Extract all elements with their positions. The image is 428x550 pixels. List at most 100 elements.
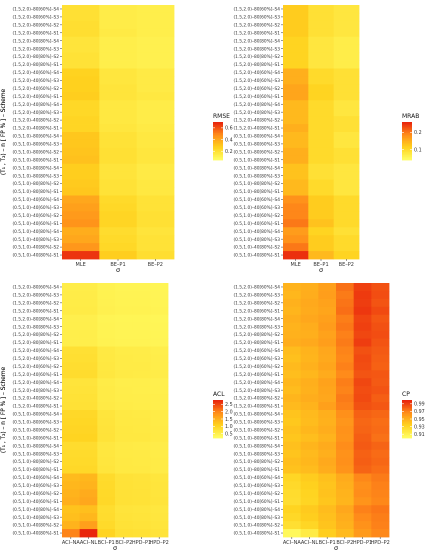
heatmap-cell xyxy=(79,425,98,435)
heatmap-cell xyxy=(99,147,138,157)
heatmap-cell xyxy=(336,425,355,435)
heatmap-cell xyxy=(283,354,302,363)
y-tick-label: (0.5,1.0)–40[80%]–S3 xyxy=(12,237,59,243)
heatmap-cell xyxy=(333,92,360,101)
y-tick-label: (0.5,1.0)–80[80%]–S2 xyxy=(12,459,59,465)
y-tick-label: (0.5,1.0)–40[60%]–S4 xyxy=(12,197,59,203)
heatmap-cell xyxy=(136,12,175,22)
heatmap-cell xyxy=(371,433,390,443)
x-tick-label: HPD–P1 xyxy=(353,540,372,546)
legend-color-step xyxy=(402,142,412,145)
heatmap-cell xyxy=(283,211,309,220)
heatmap-cell xyxy=(150,378,169,387)
heatmap-cell xyxy=(283,44,309,54)
heatmap-cell xyxy=(150,346,169,355)
x-tick-label: BE–P2 xyxy=(339,262,354,268)
legend-color-step xyxy=(402,425,412,428)
legend-color-step xyxy=(402,433,412,436)
heatmap-cell xyxy=(115,505,134,514)
heatmap-cell xyxy=(150,441,169,451)
heatmap-cell xyxy=(99,132,138,141)
y-tick-label: (1.5,2.0)–40[60%]–S1 xyxy=(12,94,59,100)
heatmap-cell xyxy=(353,513,372,522)
y-tick-label: (0.5,1.0)–40[60%]–S2 xyxy=(233,491,280,497)
heatmap-cell xyxy=(283,330,302,339)
legend-color-step xyxy=(213,436,223,439)
heatmap-cell xyxy=(336,354,355,363)
heatmap-cell xyxy=(62,92,100,101)
heatmap-cell xyxy=(99,68,138,77)
heatmap-cell xyxy=(115,290,134,300)
heatmap-cell xyxy=(371,314,390,324)
heatmap-cell xyxy=(318,394,337,403)
heatmap-cell xyxy=(150,489,169,498)
heatmap-cell xyxy=(132,314,151,324)
y-tick-label: (1.5,2.0)–40[60%]–S4 xyxy=(233,348,280,354)
heatmap-cell xyxy=(136,52,175,61)
legend-color-step xyxy=(402,136,412,139)
heatmap-cell xyxy=(308,211,335,220)
heatmap-cell xyxy=(300,441,319,451)
y-tick-label: (1.5,2.0)–80[60%]–S1 xyxy=(12,308,59,314)
heatmap-cell xyxy=(136,147,175,157)
y-tick-label: (1.5,2.0)–80[60%]–S4 xyxy=(12,285,59,291)
heatmap-cell xyxy=(132,306,151,316)
heatmap-cell xyxy=(62,60,100,69)
heatmap-cell xyxy=(97,402,116,411)
y-tick-label: (1.5,2.0)–40[60%]–S3 xyxy=(12,356,59,362)
heatmap-cell xyxy=(353,354,372,363)
legend-color-step xyxy=(213,123,223,126)
y-tick-label: (1.5,2.0)–80[80%]–S3 xyxy=(233,324,280,330)
heatmap-cell xyxy=(336,290,355,300)
legend-color-step xyxy=(402,158,412,161)
heatmap-cell xyxy=(115,473,134,482)
heatmap-cell xyxy=(79,449,98,459)
heatmap-cell xyxy=(300,394,319,403)
legend-color-step xyxy=(213,126,223,129)
y-tick-label: (0.5,1.0)–80[80%]–S1 xyxy=(233,189,280,195)
x-tick-label: HPD–P2 xyxy=(371,540,390,546)
heatmap-cell xyxy=(300,521,319,530)
heatmap-cell xyxy=(371,346,390,355)
heatmap-cell xyxy=(150,330,169,339)
y-tick-label: (0.5,1.0)–80[60%]–S1 xyxy=(12,157,59,163)
heatmap-cell xyxy=(62,100,100,109)
heatmap-cell xyxy=(62,338,81,347)
heatmap-cell xyxy=(308,147,335,157)
heatmap-cell xyxy=(62,489,81,498)
heatmap-cell xyxy=(136,28,175,38)
heatmap-cell xyxy=(62,410,81,419)
y-tick-label: (1.5,2.0)–80[60%]–S2 xyxy=(233,22,280,28)
heatmap-cell xyxy=(371,410,390,419)
heatmap-cell xyxy=(62,314,81,324)
heatmap-cell xyxy=(136,92,175,101)
heatmap-cell xyxy=(333,163,360,173)
legend-color-step xyxy=(213,400,223,402)
heatmap-cell xyxy=(62,362,81,371)
heatmap-cell xyxy=(283,394,302,403)
heatmap-cell xyxy=(283,52,309,61)
heatmap-cell xyxy=(99,12,138,22)
heatmap-cell xyxy=(79,410,98,419)
heatmap-cell xyxy=(99,227,138,236)
y-tick-label: (0.5,1.0)–40[80%]–S2 xyxy=(233,523,280,529)
heatmap-cell xyxy=(99,100,138,109)
heatmap-cell xyxy=(353,370,372,379)
heatmap-cell xyxy=(318,283,337,292)
heatmap-cell xyxy=(336,497,355,506)
heatmap-cell xyxy=(371,322,390,332)
y-tick-label: (0.5,1.0)–40[80%]–S4 xyxy=(12,229,59,235)
heatmap-cell xyxy=(136,163,175,173)
heatmap-cell xyxy=(150,457,169,466)
heatmap-cell xyxy=(283,513,302,522)
heatmap-cell xyxy=(132,417,151,427)
heatmap-cell xyxy=(97,521,116,530)
heatmap-cell xyxy=(97,465,116,474)
heatmap-cell xyxy=(150,298,169,308)
heatmap-cell xyxy=(97,354,116,363)
heatmap-cell xyxy=(308,84,335,93)
heatmap-cell xyxy=(333,243,360,252)
heatmap-cell xyxy=(353,449,372,459)
y-tick-label: (1.5,2.0)–80[80%]–S4 xyxy=(233,38,280,44)
heatmap-cell xyxy=(353,410,372,419)
